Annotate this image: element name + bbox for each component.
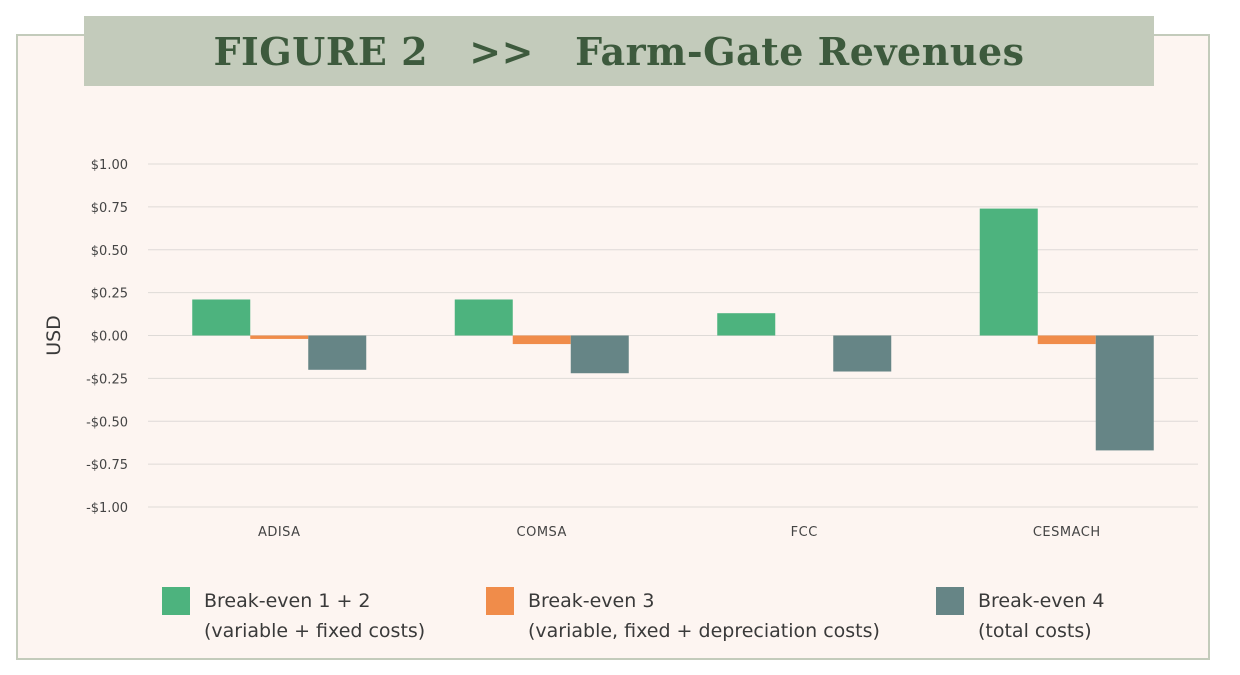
- legend-label: Break-even 4 (total costs): [978, 586, 1104, 646]
- bar: [192, 299, 251, 336]
- y-tick-label: $0.50: [91, 244, 128, 259]
- legend-swatch: [162, 587, 190, 615]
- bar: [308, 335, 367, 370]
- legend-label: Break-even 1 + 2 (variable + fixed costs): [204, 586, 425, 646]
- legend-swatch: [936, 587, 964, 615]
- y-tick-label: $0.00: [91, 330, 128, 345]
- x-tick-label: COMSA: [517, 525, 567, 540]
- bar: [1037, 335, 1096, 345]
- bar: [454, 299, 513, 336]
- bar: [717, 313, 776, 336]
- legend-series-name: Break-even 3: [528, 590, 655, 612]
- bar: [979, 208, 1038, 336]
- figure-label: FIGURE 2: [213, 28, 429, 74]
- x-tick-label: ADISA: [258, 525, 301, 540]
- legend-item: Break-even 3 (variable, fixed + depreciat…: [486, 586, 880, 646]
- bar: [1095, 335, 1154, 451]
- y-tick-label: -$0.50: [86, 415, 128, 430]
- y-tick-label: -$0.75: [86, 458, 128, 473]
- bar: [833, 335, 892, 372]
- legend-series-note: (variable, fixed + depreciation costs): [528, 620, 880, 642]
- y-tick-label: $0.75: [91, 201, 128, 216]
- legend-series-name: Break-even 1 + 2: [204, 590, 371, 612]
- legend-swatch: [486, 587, 514, 615]
- legend-series-note: (variable + fixed costs): [204, 620, 426, 642]
- x-tick-label: CESMACH: [1033, 525, 1101, 540]
- y-axis-label: USD: [43, 315, 65, 356]
- title-band: FIGURE 2 >> Farm-Gate Revenues: [84, 16, 1154, 86]
- title-text: Farm-Gate Revenues: [575, 28, 1025, 74]
- legend-series-note: (total costs): [978, 620, 1092, 642]
- legend-item: Break-even 4 (total costs): [936, 586, 1104, 646]
- legend-label: Break-even 3 (variable, fixed + depreciat…: [528, 586, 880, 646]
- legend-item: Break-even 1 + 2 (variable + fixed costs): [162, 586, 425, 646]
- y-tick-label: -$0.25: [86, 372, 128, 387]
- y-tick-label: -$1.00: [86, 501, 128, 516]
- x-tick-label: FCC: [791, 525, 818, 540]
- bar: [250, 335, 309, 339]
- title-separator: >>: [469, 28, 534, 74]
- y-tick-label: $0.25: [91, 287, 128, 302]
- legend-series-name: Break-even 4: [978, 590, 1105, 612]
- bar: [512, 335, 571, 345]
- bar: [570, 335, 629, 374]
- y-tick-label: $1.00: [91, 158, 128, 173]
- chart-title: FIGURE 2 >> Farm-Gate Revenues: [213, 29, 1024, 74]
